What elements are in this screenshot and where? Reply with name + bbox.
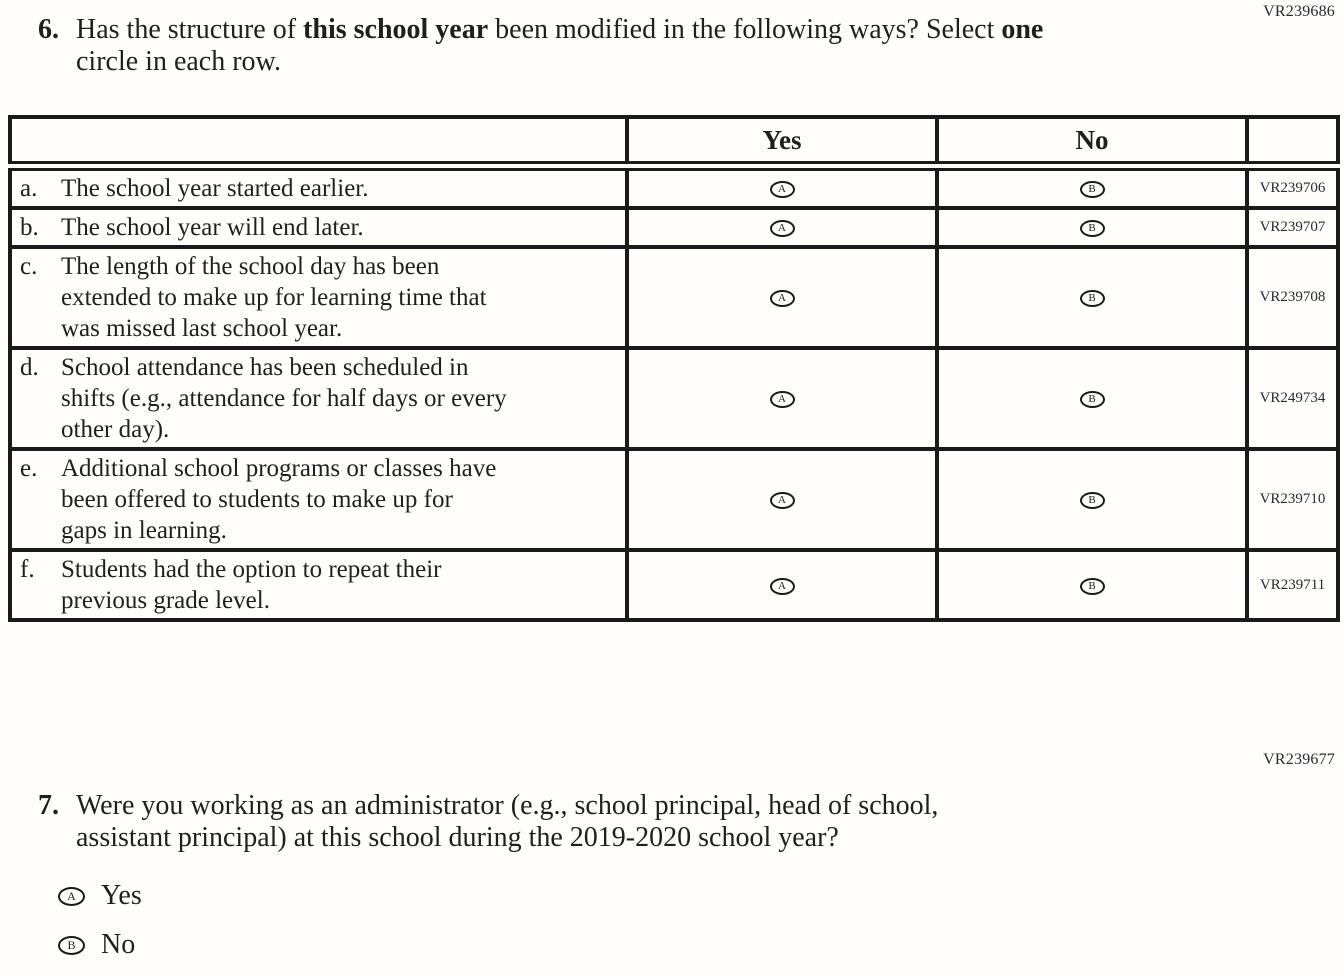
question-6-bold-phrase: this school year: [303, 14, 489, 45]
table-row: e. Additional school programs or classes …: [8, 447, 1340, 552]
no-option-bubble[interactable]: B: [1079, 220, 1105, 237]
yes-column-header: Yes: [625, 115, 939, 171]
row-statement: Students had the option to repeat their …: [61, 556, 442, 614]
yes-cell: A: [625, 164, 939, 210]
question-6-text: Has the structure of this school year be…: [76, 14, 1043, 78]
statement-cell: e. Additional school programs or classes …: [8, 447, 629, 552]
question-6-text-part: been modified in the following ways? Sel…: [488, 14, 1002, 45]
no-cell: B: [935, 164, 1249, 210]
statement-cell: b. The school year will end later.: [8, 206, 629, 249]
form-code-top: VR239686: [1263, 3, 1335, 20]
row-code: VR239707: [1245, 206, 1340, 249]
question-7-option-yes[interactable]: A Yes: [58, 881, 142, 911]
question-6-bold-word: one: [1001, 14, 1044, 45]
no-cell: B: [935, 447, 1249, 552]
question-6-text-part: Has the structure of: [76, 14, 304, 45]
table-header-row: Yes No: [8, 115, 1340, 171]
statement-column-header: [8, 115, 629, 171]
statement-cell: d. School attendance has been scheduled i…: [8, 346, 629, 451]
question-7-line1: Were you working as an administrator (e.…: [76, 790, 939, 821]
question-7-text: Were you working as an administrator (e.…: [76, 790, 938, 854]
option-label: Yes: [101, 880, 142, 911]
option-label: No: [101, 929, 136, 960]
yes-option-bubble[interactable]: A: [769, 220, 795, 237]
table-row: b. The school year will end later. A B VR…: [8, 206, 1340, 249]
no-cell: B: [935, 206, 1249, 249]
yes-cell: A: [625, 447, 939, 552]
row-code: VR239711: [1245, 548, 1340, 622]
table-row: d. School attendance has been scheduled i…: [8, 346, 1340, 451]
question-7-number: 7.: [38, 790, 59, 821]
statement-cell: c. The length of the school day has been …: [8, 245, 629, 350]
row-letter: f.: [20, 556, 35, 583]
question-6-line2: circle in each row.: [76, 46, 281, 77]
row-code: VR249734: [1245, 346, 1340, 451]
yes-option-bubble[interactable]: A: [769, 492, 795, 509]
row-statement: The school year started earlier.: [61, 175, 369, 202]
code-column-header: [1245, 115, 1340, 171]
row-code: VR239706: [1245, 164, 1340, 210]
table-row: a. The school year started earlier. A B V…: [8, 164, 1340, 210]
row-statement: School attendance has been scheduled in …: [61, 354, 507, 443]
statement-cell: f. Students had the option to repeat thei…: [8, 548, 629, 622]
statement-cell: a. The school year started earlier.: [8, 164, 629, 210]
no-option-bubble[interactable]: B: [1079, 181, 1105, 198]
row-statement: The length of the school day has been ex…: [61, 253, 487, 342]
question-6-response-table: Yes No a. The school year started earlier…: [8, 115, 1340, 622]
no-option-bubble[interactable]: B: [58, 935, 85, 955]
yes-cell: A: [625, 206, 939, 249]
row-statement: The school year will end later.: [61, 214, 364, 241]
row-letter: b.: [20, 214, 39, 241]
no-column-header: No: [935, 115, 1249, 171]
row-statement: Additional school programs or classes ha…: [61, 455, 497, 544]
yes-cell: A: [625, 245, 939, 350]
yes-option-bubble[interactable]: A: [769, 290, 795, 307]
no-option-bubble[interactable]: B: [1079, 492, 1105, 509]
row-letter: d.: [20, 354, 39, 381]
question-7: 7. Were you working as an administrator …: [38, 790, 938, 854]
question-6-line1: Has the structure of this school year be…: [76, 14, 1043, 46]
row-code: VR239710: [1245, 447, 1340, 552]
yes-option-bubble[interactable]: A: [769, 577, 795, 595]
table-row: f. Students had the option to repeat thei…: [8, 548, 1340, 622]
yes-cell: A: [625, 548, 939, 622]
no-cell: B: [935, 245, 1249, 350]
question-6-number: 6.: [38, 14, 59, 45]
yes-cell: A: [625, 346, 939, 451]
yes-option-bubble[interactable]: A: [769, 391, 795, 408]
row-letter: e.: [20, 455, 38, 482]
no-cell: B: [935, 548, 1249, 622]
row-code: VR239708: [1245, 245, 1340, 350]
question-7-option-no[interactable]: B No: [58, 930, 135, 960]
form-code-mid: VR239677: [1263, 751, 1335, 768]
yes-option-bubble[interactable]: A: [769, 181, 795, 198]
no-option-bubble[interactable]: B: [1079, 577, 1105, 595]
yes-option-bubble[interactable]: A: [58, 886, 85, 906]
no-option-bubble[interactable]: B: [1079, 290, 1105, 307]
row-letter: a.: [20, 175, 38, 202]
no-option-bubble[interactable]: B: [1079, 391, 1105, 408]
row-letter: c.: [20, 253, 38, 280]
question-7-line2: assistant principal) at this school duri…: [76, 822, 839, 853]
question-6: 6. Has the structure of this school year…: [38, 14, 1043, 78]
no-cell: B: [935, 346, 1249, 451]
table-row: c. The length of the school day has been …: [8, 245, 1340, 350]
